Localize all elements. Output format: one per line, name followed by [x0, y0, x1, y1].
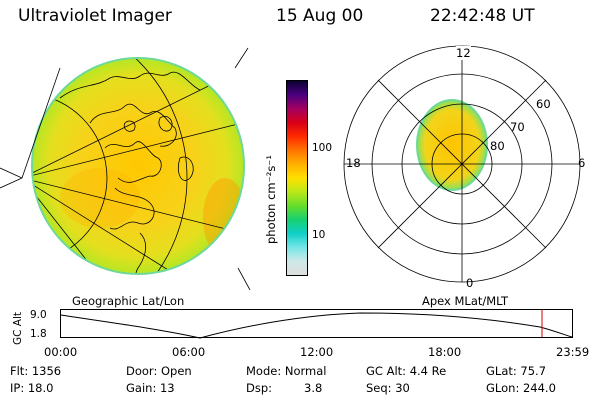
- timeline-xtick-2359: 23:59: [556, 345, 590, 359]
- timeline-xtick-0000: 00:00: [44, 345, 78, 359]
- info-door: Door: Open: [126, 364, 192, 378]
- mlt-label-18: 18: [346, 156, 361, 170]
- polar-mlt-map: [343, 45, 581, 283]
- info-ip: IP: 18.0: [10, 381, 54, 395]
- info-glon: GLon: 244.0: [486, 381, 556, 395]
- info-seq: Seq: 30: [366, 381, 410, 395]
- info-glat: GLat: 75.7: [486, 364, 547, 378]
- timeline-xtick-1200: 12:00: [300, 345, 334, 359]
- timeline-xtick-0600: 06:00: [172, 345, 206, 359]
- altitude-timeline: [60, 309, 573, 339]
- instrument-title: Ultraviolet Imager: [18, 6, 172, 26]
- info-mode: Mode: Normal: [246, 364, 327, 378]
- mlat-label-60: 60: [536, 97, 551, 111]
- apex-label: Apex MLat/MLT: [422, 294, 509, 308]
- geographic-label: Geographic Lat/Lon: [72, 294, 185, 308]
- colorbar: [286, 80, 308, 276]
- mlt-label-12: 12: [456, 46, 471, 60]
- info-flt: Flt: 1356: [10, 364, 62, 378]
- mlat-label-80: 80: [490, 139, 505, 153]
- colorbar-tick-10: 10: [312, 229, 326, 241]
- info-dsp-value: 3.8: [304, 381, 323, 395]
- timeline-ylabel: GC Alt: [12, 311, 24, 345]
- mlt-label-6: 6: [578, 156, 586, 170]
- mlt-label-0: 0: [466, 276, 474, 290]
- colorbar-title: photon cm⁻²s⁻¹: [264, 155, 278, 244]
- timeline-ytick-low: 1.8: [30, 328, 47, 340]
- colorbar-tick-100: 100: [312, 142, 333, 154]
- info-gain: Gain: 13: [126, 381, 175, 395]
- info-gc-alt: GC Alt: 4.4 Re: [366, 364, 447, 378]
- timeline-xtick-1800: 18:00: [428, 345, 462, 359]
- timeline-ytick-high: 9.0: [30, 309, 47, 321]
- info-dsp-label: Dsp:: [246, 381, 273, 395]
- observation-date: 15 Aug 00: [276, 6, 364, 26]
- mlat-label-70: 70: [510, 120, 525, 134]
- geographic-image: [0, 47, 251, 290]
- observation-time: 22:42:48 UT: [430, 6, 535, 26]
